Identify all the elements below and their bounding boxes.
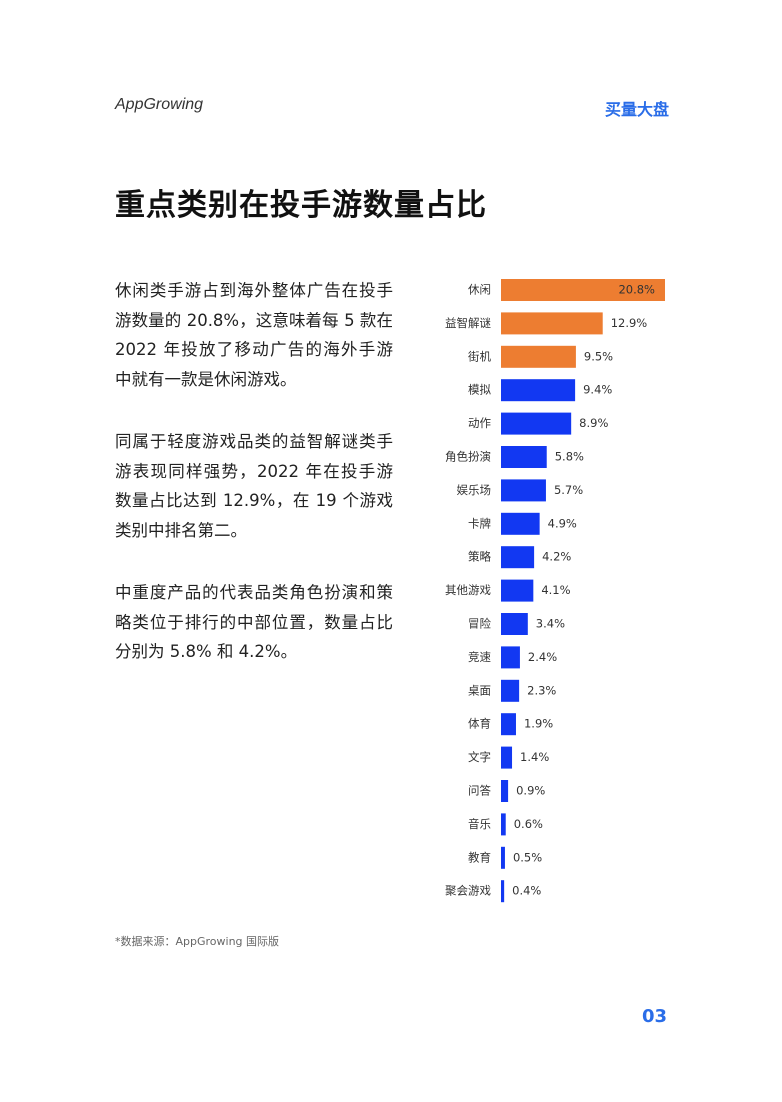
bar [501, 546, 535, 569]
category-label: 娱乐场 [457, 483, 492, 497]
footnote: *数据来源：AppGrowing 国际版 [115, 935, 280, 948]
paragraph: 休闲类手游占到海外整体广告在投手游数量的 20.8%，这意味着每 5 款在 20… [115, 281, 393, 389]
bar [501, 679, 520, 702]
bar [501, 713, 516, 736]
category-label: 问答 [468, 784, 491, 798]
bar [501, 312, 603, 335]
value-label: 1.9% [524, 717, 553, 731]
bar [501, 512, 540, 535]
bar [501, 813, 506, 836]
section-label: 买量大盘 [604, 100, 669, 119]
value-label: 9.4% [583, 383, 612, 397]
category-label: 其他游戏 [445, 583, 491, 597]
category-label: 竞速 [468, 650, 491, 664]
category-label: 休闲 [468, 283, 491, 297]
value-label: 9.5% [584, 349, 613, 363]
value-label: 8.9% [579, 416, 608, 430]
category-label: 体育 [468, 717, 491, 731]
bar [501, 279, 665, 301]
value-label: 2.3% [527, 683, 556, 697]
paragraph: 中重度产品的代表品类角色扮演和策略类位于排行的中部位置，数量占比分别为 5.8%… [115, 583, 393, 661]
bar [501, 345, 576, 368]
category-label: 动作 [468, 416, 491, 430]
value-label: 5.7% [554, 483, 583, 497]
category-label: 卡牌 [468, 516, 491, 530]
category-label: 益智解谜 [445, 316, 491, 330]
category-label: 街机 [468, 349, 491, 363]
value-label: 0.4% [512, 884, 541, 898]
category-label: 模拟 [468, 383, 491, 397]
value-label: 4.2% [542, 550, 571, 564]
bar [501, 746, 513, 769]
category-label: 文字 [468, 750, 491, 764]
logo: AppGrowing [115, 96, 204, 113]
category-label: 聚会游戏 [445, 884, 491, 898]
page-title: 重点类别在投手游数量占比 [115, 188, 487, 223]
value-label: 2.4% [528, 650, 557, 664]
value-label: 20.8% [618, 283, 655, 297]
category-label: 教育 [468, 850, 491, 864]
value-label: 0.9% [516, 784, 545, 798]
value-label: 12.9% [611, 316, 648, 330]
value-label: 4.9% [548, 516, 577, 530]
body-text: 休闲类手游占到海外整体广告在投手游数量的 20.8%，这意味着每 5 款在 20… [115, 276, 393, 700]
bar [501, 780, 509, 802]
value-label: 3.4% [536, 617, 565, 631]
value-label: 5.8% [555, 450, 584, 464]
category-label: 角色扮演 [445, 450, 491, 464]
paragraph: 同属于轻度游戏品类的益智解谜类手游表现同样强势，2022 年在投手游数量占比达到… [115, 432, 393, 540]
bar [501, 379, 576, 402]
bar [501, 579, 534, 602]
value-label: 0.6% [514, 817, 543, 831]
page-number: 03 [641, 1006, 667, 1027]
category-label: 音乐 [468, 817, 491, 831]
value-label: 4.1% [541, 583, 570, 597]
bar [501, 479, 546, 502]
bar [501, 846, 505, 869]
bar [501, 446, 547, 468]
category-label: 策略 [468, 550, 491, 564]
bar [501, 412, 572, 435]
category-label: 桌面 [468, 683, 491, 697]
category-label: 冒险 [468, 617, 491, 631]
value-label: 1.4% [520, 750, 549, 764]
value-label: 0.5% [513, 850, 542, 864]
bar [501, 646, 520, 669]
bar [501, 613, 528, 635]
bar [501, 880, 505, 903]
